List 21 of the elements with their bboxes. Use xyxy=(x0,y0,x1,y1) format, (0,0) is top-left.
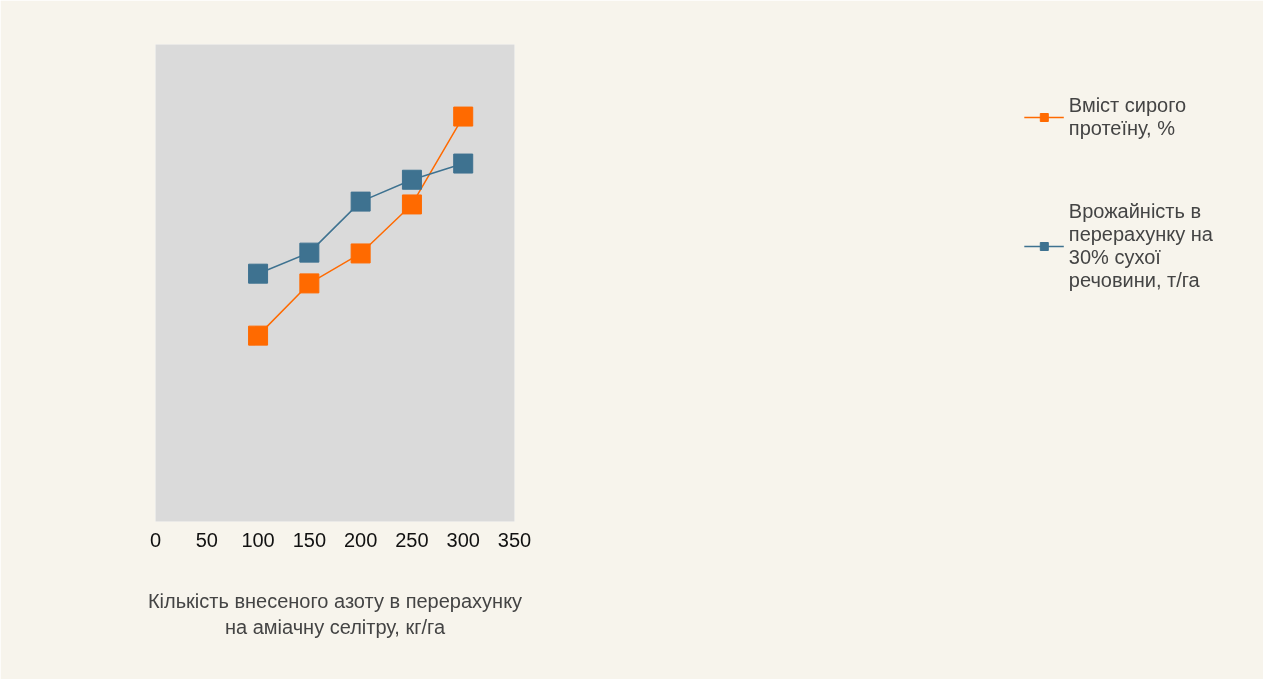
point xyxy=(401,169,422,190)
point xyxy=(350,243,371,264)
x-tick-label: 200 xyxy=(343,528,378,551)
point xyxy=(453,153,474,174)
x-tick-label: 0 xyxy=(149,528,162,551)
legend-label: Врожайність в перерахунку на 30% сухої речовини, т/га xyxy=(1068,200,1213,292)
point xyxy=(299,273,320,294)
x-tick-label: 250 xyxy=(395,528,429,551)
legend-label: Вміст сирого протеїну, % xyxy=(1068,94,1187,140)
x-tick-label: 150 xyxy=(292,528,327,551)
point xyxy=(299,242,320,263)
x-tick-label: 50 xyxy=(195,528,218,551)
x-tick-label: 300 xyxy=(446,528,480,551)
x-tick-label: 350 xyxy=(497,528,532,551)
x-tick-label: 100 xyxy=(241,528,275,551)
point xyxy=(248,325,269,346)
point xyxy=(350,191,371,212)
point xyxy=(401,194,422,215)
point xyxy=(453,106,474,127)
x-axis-title: Кількість внесеного азоту в перерахунку на аміачну селітру, кг/га xyxy=(147,589,523,638)
point xyxy=(248,263,269,284)
